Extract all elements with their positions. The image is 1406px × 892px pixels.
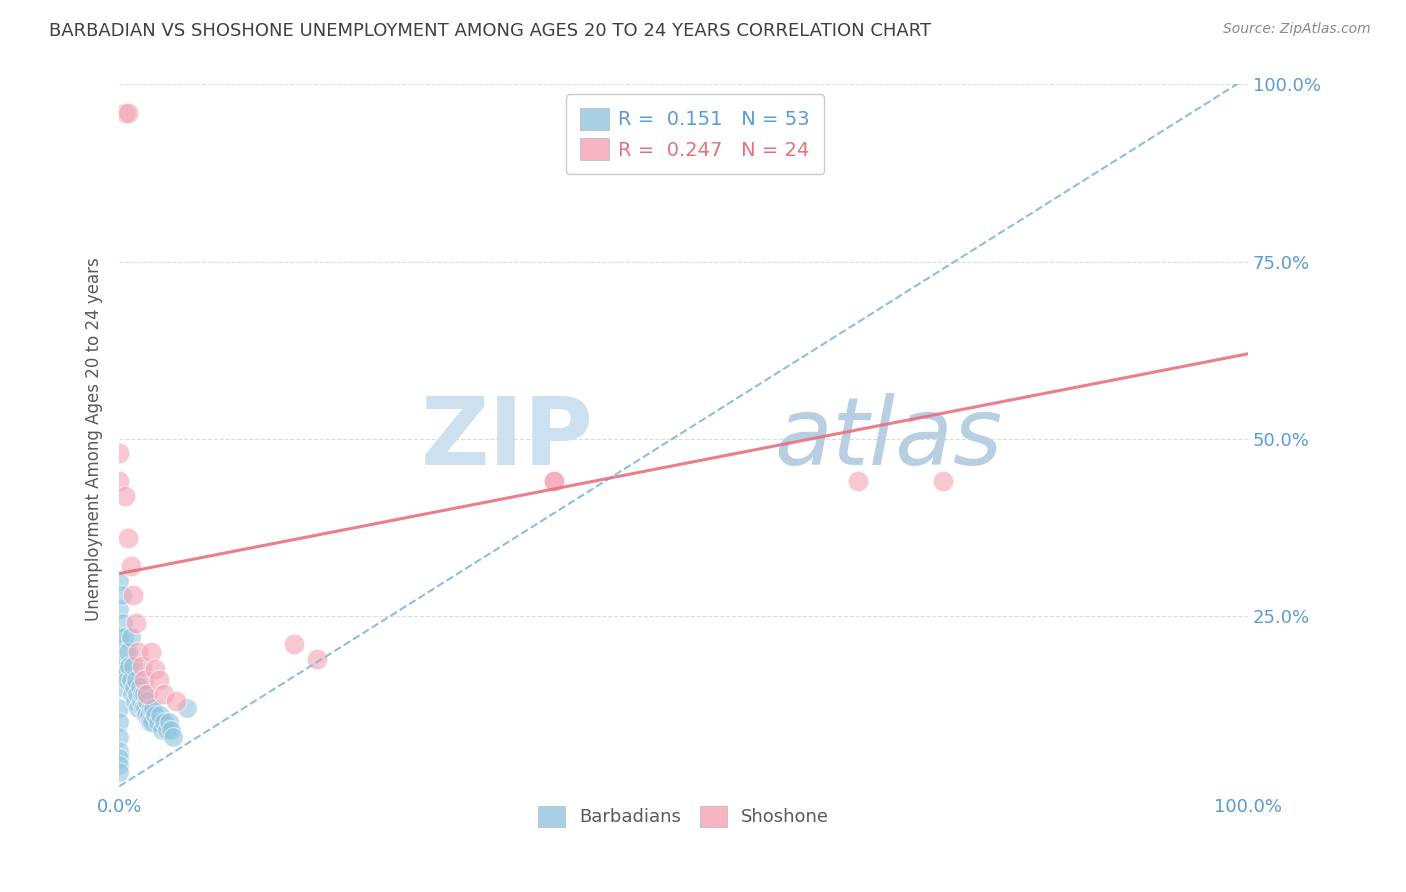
- Point: [111, 616, 134, 631]
- Point: [131, 687, 153, 701]
- Point: [848, 475, 870, 489]
- Point: [146, 715, 169, 730]
- Point: [139, 715, 162, 730]
- Point: [110, 588, 132, 602]
- Point: [108, 715, 131, 730]
- Point: [162, 730, 184, 744]
- Point: [118, 658, 141, 673]
- Point: [108, 658, 131, 673]
- Point: [132, 673, 155, 687]
- Point: [139, 644, 162, 658]
- Point: [125, 616, 148, 631]
- Point: [124, 694, 146, 708]
- Point: [145, 662, 167, 676]
- Point: [305, 651, 328, 665]
- Point: [141, 715, 163, 730]
- Point: [148, 673, 170, 687]
- Point: [136, 694, 159, 708]
- Point: [108, 475, 131, 489]
- Point: [108, 602, 131, 616]
- Point: [108, 751, 131, 765]
- Point: [117, 644, 139, 658]
- Point: [149, 708, 172, 723]
- Point: [108, 730, 131, 744]
- Point: [543, 475, 565, 489]
- Point: [136, 687, 159, 701]
- Point: [176, 701, 198, 715]
- Point: [120, 673, 142, 687]
- Point: [138, 708, 160, 723]
- Legend: Barbadians, Shoshone: Barbadians, Shoshone: [531, 798, 837, 834]
- Point: [131, 658, 153, 673]
- Y-axis label: Unemployment Among Ages 20 to 24 years: Unemployment Among Ages 20 to 24 years: [86, 257, 103, 621]
- Point: [135, 708, 157, 723]
- Point: [121, 658, 143, 673]
- Point: [114, 489, 136, 503]
- Point: [115, 673, 138, 687]
- Point: [153, 715, 176, 730]
- Point: [108, 574, 131, 588]
- Text: atlas: atlas: [773, 393, 1002, 484]
- Point: [112, 658, 135, 673]
- Point: [121, 687, 143, 701]
- Point: [132, 687, 155, 701]
- Point: [132, 701, 155, 715]
- Point: [112, 631, 135, 645]
- Point: [120, 559, 142, 574]
- Point: [283, 638, 305, 652]
- Point: [165, 694, 187, 708]
- Point: [156, 723, 179, 737]
- Point: [153, 687, 176, 701]
- Text: BARBADIAN VS SHOSHONE UNEMPLOYMENT AMONG AGES 20 TO 24 YEARS CORRELATION CHART: BARBADIAN VS SHOSHONE UNEMPLOYMENT AMONG…: [49, 22, 931, 40]
- Point: [142, 701, 165, 715]
- Text: Source: ZipAtlas.com: Source: ZipAtlas.com: [1223, 22, 1371, 37]
- Point: [157, 715, 180, 730]
- Point: [150, 723, 173, 737]
- Point: [115, 665, 138, 680]
- Point: [108, 631, 131, 645]
- Point: [128, 680, 150, 694]
- Point: [127, 644, 149, 658]
- Point: [127, 701, 149, 715]
- Point: [121, 588, 143, 602]
- Point: [114, 105, 136, 120]
- Point: [120, 631, 142, 645]
- Text: ZIP: ZIP: [420, 392, 593, 485]
- Point: [108, 765, 131, 780]
- Point: [117, 531, 139, 545]
- Point: [114, 644, 136, 658]
- Point: [145, 708, 167, 723]
- Point: [108, 446, 131, 460]
- Point: [108, 680, 131, 694]
- Point: [160, 723, 183, 737]
- Point: [108, 701, 131, 715]
- Point: [129, 694, 152, 708]
- Point: [932, 475, 955, 489]
- Point: [108, 744, 131, 758]
- Point: [117, 105, 139, 120]
- Point: [127, 687, 149, 701]
- Point: [134, 701, 156, 715]
- Point: [139, 701, 162, 715]
- Point: [108, 758, 131, 772]
- Point: [543, 475, 565, 489]
- Point: [125, 673, 148, 687]
- Point: [122, 680, 145, 694]
